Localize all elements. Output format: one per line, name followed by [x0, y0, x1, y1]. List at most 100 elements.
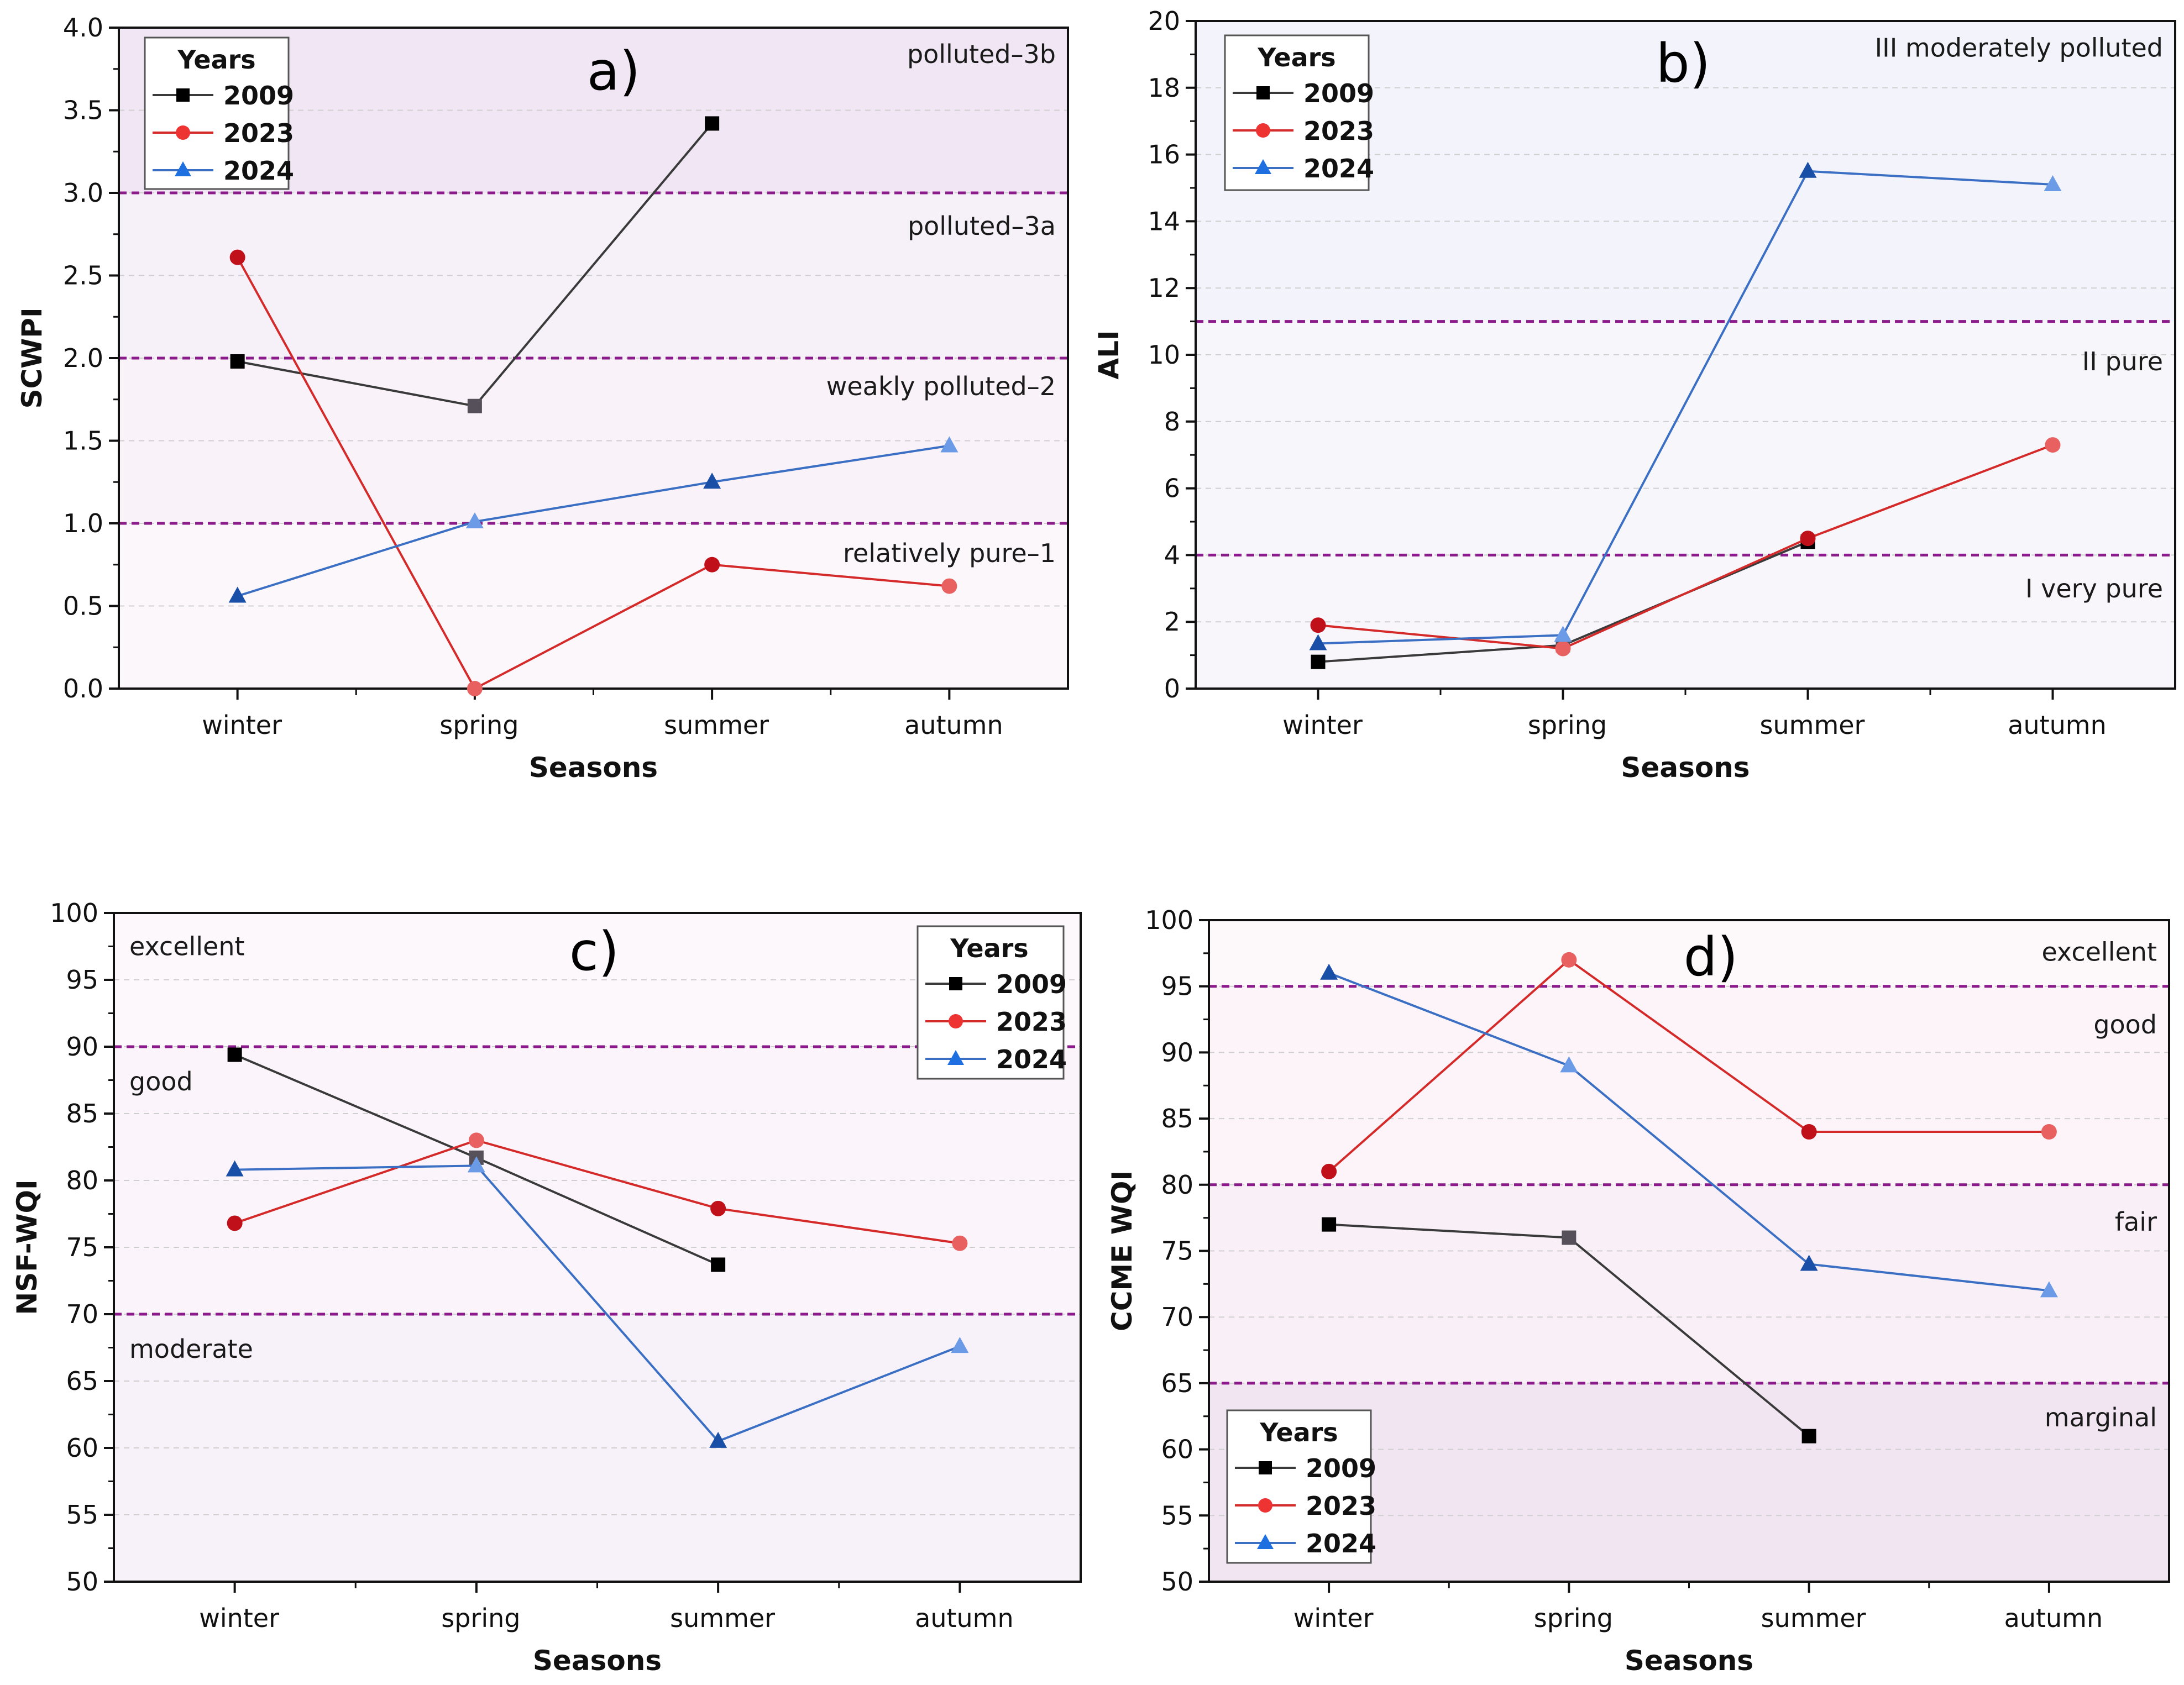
zone-label: fair	[2115, 1207, 2157, 1237]
y-tick-label: 65	[66, 1366, 98, 1396]
x-tick-label: autumn	[904, 710, 1003, 740]
data-point-circle	[952, 1235, 968, 1251]
legend: Years 2009 2023 2024	[1224, 34, 1374, 191]
legend-marker-square	[949, 977, 962, 990]
legend-title: Years	[177, 45, 255, 75]
zone-band	[1209, 986, 2169, 1185]
series-line-segment	[475, 1165, 719, 1442]
x-axis: winter spring summer autumn	[199, 1582, 1014, 1633]
data-point-triangle	[467, 1156, 485, 1173]
series-line-segment	[1809, 1263, 2050, 1292]
data-point-triangle	[465, 512, 484, 529]
zone-label: III moderately polluted	[1875, 33, 2163, 62]
series-line-segment	[474, 481, 713, 523]
x-tick-label: spring	[1528, 710, 1607, 740]
data-point-circle	[704, 557, 720, 573]
y-tick-label: 20	[1148, 6, 1180, 36]
zone-band	[1209, 920, 2169, 986]
series-line-segment	[1568, 1237, 1810, 1437]
data-point-square	[1562, 1230, 1577, 1245]
x-tick-label: summer	[1760, 710, 1865, 740]
x-axis-title: Seasons	[1625, 1645, 1753, 1677]
legend-marker-circle	[1258, 1498, 1272, 1513]
series-line-segment	[237, 521, 475, 597]
y-tick-label: 50	[1161, 1567, 1193, 1597]
data-point-triangle	[1320, 963, 1338, 980]
y-tick-label: 1.5	[63, 426, 103, 456]
y-tick-label: 3.5	[63, 96, 103, 125]
y-axis: 50 55 60 65 70 75 80 85 90 95 100	[50, 898, 114, 1597]
y-tick-label: 100	[1145, 905, 1193, 935]
data-point-square	[467, 398, 482, 413]
y-tick-label: 0.5	[63, 591, 103, 621]
y-tick-label: 18	[1148, 73, 1180, 103]
x-tick-label: autumn	[2004, 1603, 2103, 1633]
panel-label: b)	[1656, 33, 1710, 95]
zone-label: excellent	[2041, 937, 2157, 967]
data-point-triangle	[709, 1431, 727, 1448]
zone-label: I very pure	[2025, 574, 2163, 603]
series-2023	[229, 249, 957, 696]
x-tick-label: autumn	[915, 1603, 1014, 1633]
y-tick-label: 90	[66, 1032, 98, 1062]
x-tick-label: spring	[441, 1603, 520, 1633]
data-point-triangle	[940, 436, 959, 453]
legend: Years 2009 2023 2024	[916, 925, 1067, 1080]
y-tick-label: 80	[1161, 1170, 1193, 1200]
legend-label: 2024	[223, 156, 294, 186]
legend-box	[144, 36, 290, 190]
x-tick-label: winter	[199, 1603, 279, 1633]
legend-marker-square	[1259, 1461, 1272, 1474]
y-tick-label: 65	[1161, 1368, 1193, 1398]
series-2024	[1320, 963, 2058, 1298]
data-point-circle	[468, 1132, 484, 1148]
data-point-square	[1311, 654, 1326, 669]
y-axis-title: ALI	[1093, 330, 1125, 379]
legend-marker-circle	[1256, 123, 1270, 138]
gridlines	[114, 979, 1081, 1515]
legend-box	[1224, 34, 1370, 191]
series-line-segment	[1562, 170, 1809, 636]
panel-label: c)	[569, 921, 619, 983]
x-tick-label: summer	[1761, 1603, 1866, 1633]
series-line-segment	[1568, 1064, 1810, 1265]
series-line-segment	[234, 1164, 476, 1171]
y-axis: 50 55 60 65 70 75 80 85 90 95 100	[1145, 905, 1209, 1597]
data-point-circle	[1801, 1124, 1817, 1140]
series-line-segment	[1807, 444, 2054, 540]
data-point-triangle	[1309, 634, 1327, 650]
x-tick-label: autumn	[2008, 710, 2107, 740]
y-axis: 0 2 4 6 8 10 12 14 16 18 20	[1148, 6, 1196, 704]
y-tick-label: 4	[1164, 540, 1180, 570]
data-point-circle	[2045, 437, 2061, 453]
y-tick-label: 6	[1164, 474, 1180, 503]
x-tick-label: spring	[439, 710, 518, 740]
y-tick-label: 1.0	[63, 508, 103, 538]
x-axis-title: Seasons	[1621, 752, 1750, 784]
legend-marker-circle	[949, 1014, 963, 1028]
data-point-circle	[710, 1200, 726, 1216]
zone-band	[114, 1047, 1081, 1314]
zone-label: marginal	[2045, 1403, 2157, 1432]
y-tick-label: 75	[1161, 1236, 1193, 1266]
y-tick-label: 16	[1148, 140, 1180, 170]
y-tick-label: 0.0	[63, 674, 103, 704]
series-line-segment	[1808, 170, 2053, 186]
y-tick-label: 95	[66, 965, 98, 995]
data-point-triangle	[1800, 1254, 1818, 1271]
zone-label: good	[129, 1067, 193, 1096]
x-axis: winter spring summer autumn	[1282, 689, 2107, 740]
legend-label: 2024	[996, 1044, 1067, 1074]
legend-marker-triangle	[175, 161, 191, 176]
data-point-circle	[1321, 1163, 1337, 1179]
data-point-square	[1801, 1429, 1816, 1443]
x-axis: winter spring summer autumn	[202, 689, 1003, 740]
data-point-triangle	[1799, 161, 1817, 178]
y-tick-label: 90	[1161, 1037, 1193, 1067]
y-tick-label: 12	[1148, 273, 1180, 303]
legend-label: 2024	[1306, 1529, 1376, 1558]
series-2023	[1310, 437, 2061, 657]
legend: Years 2009 2023 2024	[1226, 1409, 1376, 1564]
series-line-segment	[236, 256, 476, 689]
zone-label: weakly polluted–2	[826, 371, 1056, 401]
